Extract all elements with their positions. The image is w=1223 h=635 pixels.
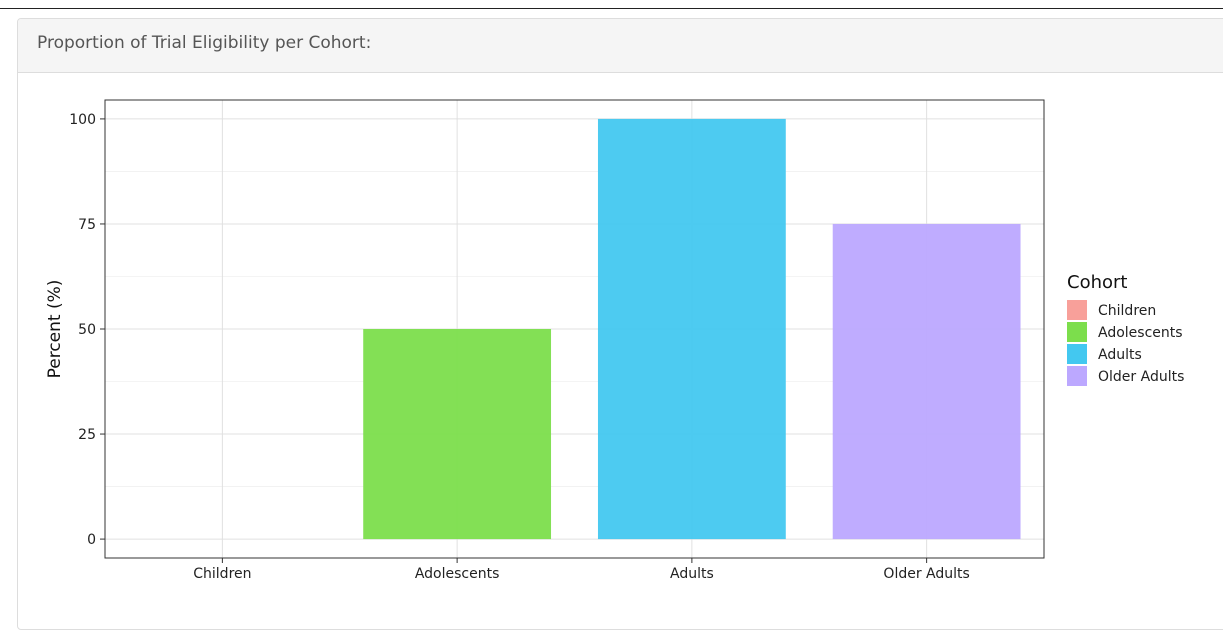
legend-label: Adults [1098,347,1142,363]
x-tick-label: Older Adults [883,566,969,582]
y-tick-label: 100 [69,112,96,128]
legend-key [1067,366,1087,386]
x-tick-label: Adolescents [415,566,500,582]
panel-title: Proportion of Trial Eligibility per Coho… [18,19,1223,73]
y-tick-label: 0 [87,532,96,548]
legend-label: Adolescents [1098,325,1183,341]
bar-adults [597,118,786,540]
x-tick-label: Adults [670,566,714,582]
legend-key [1067,300,1087,320]
legend-label: Children [1098,303,1156,319]
x-tick-label: Children [193,566,251,582]
legend-label: Older Adults [1098,369,1184,385]
y-tick-label: 25 [78,427,96,443]
bar-adolescents [363,329,552,540]
legend-key [1067,322,1087,342]
bar-older-adults [832,223,1021,540]
legend-key [1067,344,1087,364]
top-rule [0,8,1223,9]
legend-title: Cohort [1067,272,1127,293]
y-tick-label: 75 [78,217,96,233]
y-tick-label: 50 [78,322,96,338]
y-axis-title: Percent (%) [45,280,65,379]
